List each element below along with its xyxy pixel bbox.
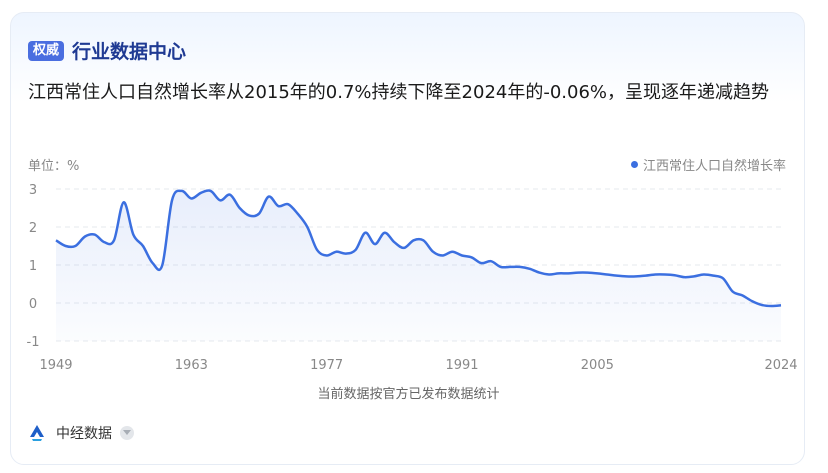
unit-label: 单位：% [28,159,80,174]
y-tick-label: 1 [29,259,37,274]
series-area [56,190,781,341]
section-title[interactable]: 行业数据中心 [72,41,187,63]
source-name[interactable]: 中经数据 [56,426,112,442]
line-chart: -1 0 1 2 3 1949 1963 1977 1991 2005 2024 [27,183,798,373]
data-card: 权威 行业数据中心 江西常住人口自然增长率从2015年的0.7%持续下降至202… [10,12,805,465]
x-tick-label: 1991 [445,358,478,373]
legend-label: 江西常住人口自然增长率 [642,159,786,174]
x-tick-label: 1963 [175,358,208,373]
legend-dot-icon [630,161,638,168]
legend[interactable]: 江西常住人口自然增长率 [630,155,786,174]
chevron-down-icon[interactable] [120,426,134,440]
footer: 中经数据 [28,423,134,443]
x-tick-label: 2005 [581,358,614,373]
y-tick-label: 0 [29,297,37,312]
data-note: 当前数据按官方已发布数据统计 [317,387,500,402]
x-tick-label: 1977 [310,358,343,373]
series-line[interactable] [55,189,782,308]
y-tick-label: -1 [27,335,40,350]
source-logo-icon [30,425,44,441]
x-tick-label: 2024 [764,358,797,373]
authority-badge: 权威 [28,40,65,61]
x-tick-label: 1949 [39,358,72,373]
y-tick-label: 3 [29,183,37,198]
chart-headline: 江西常住人口自然增长率从2015年的0.7%持续下降至2024年的-0.06%，… [28,82,770,103]
y-tick-label: 2 [29,221,37,236]
card-header: 权威 行业数据中心 [28,37,186,64]
